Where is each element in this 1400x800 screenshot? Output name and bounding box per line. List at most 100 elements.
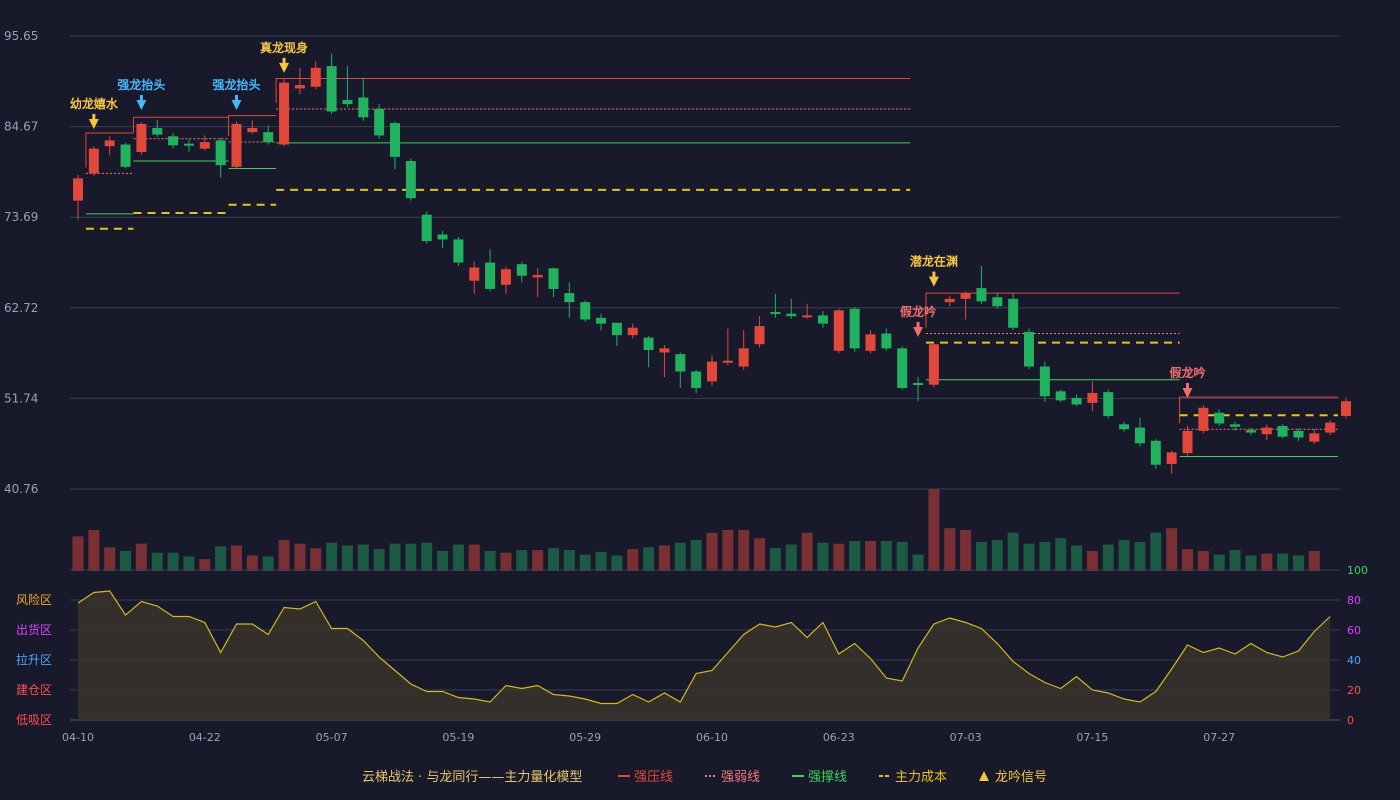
- candle-body: [1309, 433, 1320, 442]
- signal-label: 真龙现身: [260, 40, 308, 55]
- volume-bar: [151, 552, 163, 571]
- oscillator-tick-label: 100: [1347, 564, 1368, 577]
- price-tick-label: 73.69: [4, 210, 38, 224]
- volume-bar: [754, 538, 766, 571]
- signal-arrow-icon: [913, 326, 924, 337]
- oscillator-area: [78, 591, 1331, 720]
- volume-bar: [896, 541, 908, 571]
- volume-bar: [421, 542, 433, 571]
- candle-body: [421, 214, 432, 242]
- legend-item-label: 强压线: [634, 770, 673, 785]
- legend-triangle-icon: [979, 771, 989, 781]
- candle-body: [485, 262, 496, 289]
- candle-body: [326, 66, 337, 112]
- candle-body: [960, 293, 971, 299]
- signal-arrow-stem: [282, 57, 286, 64]
- volume-bar: [658, 545, 670, 571]
- zone-label: 出货区: [16, 622, 52, 637]
- candle-body: [231, 123, 242, 167]
- volume-bar: [690, 540, 702, 571]
- volume-bar: [1134, 541, 1146, 571]
- candle-body: [722, 360, 733, 363]
- candle-body: [754, 326, 765, 345]
- volume-bar: [231, 545, 242, 571]
- candle-body: [643, 337, 654, 351]
- volume-bar: [833, 543, 845, 571]
- volume-bar: [1086, 550, 1098, 571]
- signal-arrow-icon: [928, 276, 939, 287]
- volume-bar: [484, 550, 496, 571]
- signal-arrow-stem: [139, 94, 143, 101]
- volume-bar: [1277, 553, 1289, 571]
- candle-body: [1087, 392, 1098, 403]
- signal-arrow-stem: [916, 321, 920, 328]
- volume-bar: [1166, 528, 1178, 571]
- legend-item-label: 强弱线: [721, 770, 760, 785]
- volume-bar: [104, 547, 116, 571]
- volume-bar: [1007, 532, 1019, 571]
- candle-body: [358, 97, 369, 118]
- volume-bar: [1118, 540, 1130, 571]
- candle-body: [168, 136, 179, 146]
- volume-bar: [120, 550, 132, 571]
- volume-bar: [1261, 553, 1273, 571]
- volume-bar: [1055, 538, 1067, 571]
- candle-body: [1103, 392, 1114, 417]
- candle-body: [1293, 430, 1304, 438]
- zone-label: 建仓区: [16, 683, 52, 697]
- candle-body: [1166, 452, 1177, 464]
- volume-bar: [1182, 549, 1193, 571]
- candle-body: [279, 82, 290, 145]
- signal-arrow-stem: [932, 271, 936, 278]
- oscillator-tick-label: 40: [1347, 654, 1361, 667]
- volume-bar: [1023, 543, 1035, 571]
- candle-body: [374, 109, 385, 136]
- price-tick-label: 62.72: [4, 301, 38, 315]
- candle-body: [881, 333, 892, 349]
- volume-bar: [643, 547, 655, 571]
- candle-body: [1071, 397, 1082, 405]
- oscillator-tick-label: 20: [1347, 684, 1361, 697]
- x-tick-label: 04-22: [189, 731, 221, 744]
- volume-bar: [865, 540, 876, 571]
- candle-body: [437, 234, 448, 240]
- candle-body: [1024, 331, 1034, 367]
- volume-bar: [135, 543, 147, 571]
- volume-bar: [975, 541, 987, 571]
- volume-bar: [817, 542, 829, 571]
- candle-body: [944, 298, 955, 303]
- volume-bar: [548, 548, 559, 571]
- x-tick-label: 06-23: [823, 731, 855, 744]
- x-tick-label: 07-03: [950, 731, 982, 744]
- volume-bar: [437, 550, 449, 571]
- volume-bar: [627, 549, 639, 571]
- strong-pressure-line: [85, 132, 134, 168]
- volume-bar: [785, 544, 797, 571]
- volume-bar: [310, 548, 322, 571]
- strong-pressure-line: [925, 292, 1180, 328]
- volume-bar: [1071, 545, 1083, 571]
- volume-bar: [1150, 532, 1162, 571]
- candle-body: [1055, 391, 1066, 401]
- candle-body: [833, 310, 844, 351]
- candle-body: [152, 128, 163, 135]
- legend-title: 云梯战法 · 与龙同行——主力量化模型: [362, 770, 582, 785]
- strong-pressure-line: [132, 116, 229, 133]
- candle-body: [580, 302, 591, 320]
- candle-body: [548, 268, 559, 289]
- candle-body: [88, 148, 99, 174]
- candle-body: [183, 143, 194, 146]
- candle-body: [675, 354, 686, 372]
- price-tick-label: 95.65: [4, 29, 38, 43]
- signal-label: 强龙抬头: [117, 77, 165, 92]
- strong-pressure-line: [275, 78, 911, 104]
- x-tick-label: 04-10: [62, 731, 94, 744]
- candle-body: [263, 132, 274, 143]
- candle-body: [516, 264, 527, 276]
- volume-bar: [991, 540, 1003, 571]
- candle-body: [1119, 424, 1130, 430]
- volume-bar: [1039, 541, 1051, 571]
- volume-bar: [912, 554, 924, 571]
- volume-bar: [706, 532, 718, 571]
